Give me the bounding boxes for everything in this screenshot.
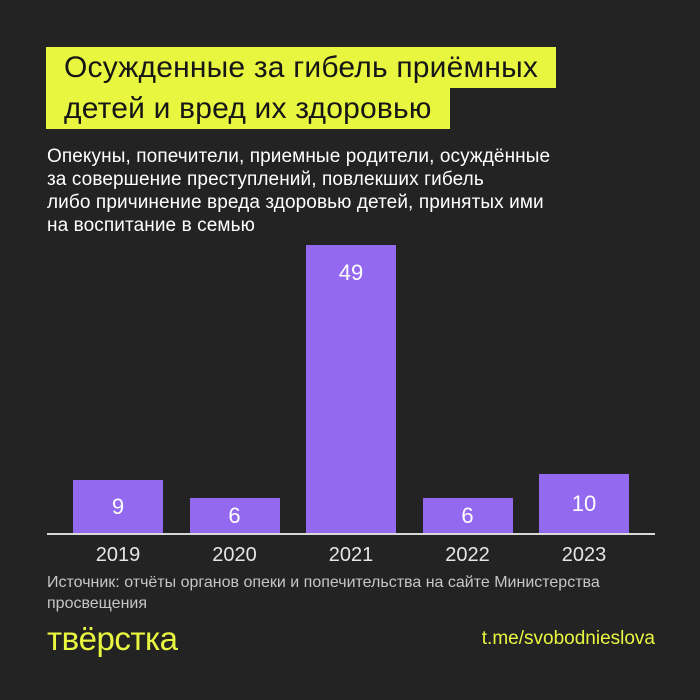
footer: твёрстка t.me/svobodnieslova: [47, 620, 655, 658]
x-tick-2020: 2020: [212, 544, 257, 566]
bar-value-label: 6: [228, 502, 241, 528]
x-tick-2021: 2021: [328, 544, 374, 566]
bar-value-label: 49: [338, 260, 364, 285]
title-line-2: детей и вред их здоровью: [46, 88, 450, 129]
x-tick-2023: 2023: [561, 544, 607, 566]
bar-2023: 10: [539, 474, 629, 533]
bar-2019: 9: [73, 480, 163, 533]
x-tick-2019: 2019: [95, 544, 141, 566]
bar-2020: 6: [189, 498, 280, 533]
title-line-1: Осужденные за гибель приёмных: [46, 47, 557, 88]
page-title: Осужденные за гибель приёмных детей и вр…: [46, 47, 557, 129]
verstka-logo: твёрстка: [47, 620, 178, 657]
chart-description: Опекуны, попечители, приемные родители, …: [47, 146, 551, 236]
bar-value-label: 10: [571, 490, 597, 516]
x-labels: 2019 2020 2021 2022 2023: [47, 544, 655, 567]
bar-value-label: 9: [111, 493, 125, 519]
telegram-link[interactable]: t.me/svobodnieslova: [481, 628, 655, 649]
bar-2022: 6: [422, 498, 513, 533]
bar-value-label: 6: [461, 502, 474, 528]
bar-chart: 9 6 49 6 10 2019 2020 2021 2022 2023: [47, 245, 655, 567]
bar-2021: 49: [306, 245, 396, 533]
bars: 9 6 49 6 10: [47, 245, 655, 535]
x-tick-2022: 2022: [445, 544, 490, 566]
source-note: Источник: отчёты органов опеки и попечит…: [47, 574, 600, 612]
